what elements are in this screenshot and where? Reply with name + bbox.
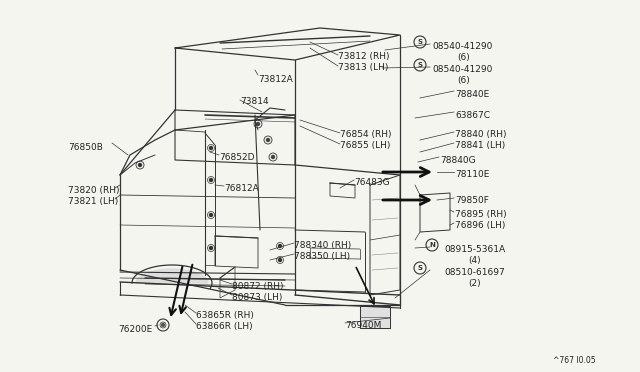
- Text: 788340 (RH): 788340 (RH): [294, 241, 351, 250]
- Text: 78840 (RH): 78840 (RH): [455, 130, 506, 139]
- Text: (2): (2): [468, 279, 481, 288]
- Text: 78110E: 78110E: [455, 170, 490, 179]
- Text: 76812A: 76812A: [224, 184, 259, 193]
- Text: 76483G: 76483G: [354, 178, 390, 187]
- Polygon shape: [136, 269, 208, 283]
- Text: 76940M: 76940M: [345, 321, 381, 330]
- Text: 73812A: 73812A: [258, 75, 292, 84]
- Text: 76895 (RH): 76895 (RH): [455, 210, 507, 219]
- Text: 76850B: 76850B: [68, 143, 103, 152]
- Text: 788350 (LH): 788350 (LH): [294, 252, 350, 261]
- Circle shape: [278, 259, 282, 262]
- Circle shape: [209, 179, 212, 182]
- Text: 76852D: 76852D: [219, 153, 255, 162]
- Text: 80872 (RH): 80872 (RH): [232, 282, 284, 291]
- Text: 76855 (LH): 76855 (LH): [340, 141, 390, 150]
- Text: 76200E: 76200E: [118, 325, 152, 334]
- Circle shape: [209, 214, 212, 217]
- Text: 78841 (LH): 78841 (LH): [455, 141, 505, 150]
- Circle shape: [278, 244, 282, 247]
- Text: (6): (6): [457, 53, 470, 62]
- Text: 63866R (LH): 63866R (LH): [196, 322, 253, 331]
- Text: 08540-41290: 08540-41290: [432, 42, 492, 51]
- Text: S: S: [417, 39, 422, 45]
- Text: 63865R (RH): 63865R (RH): [196, 311, 254, 320]
- Circle shape: [266, 138, 269, 141]
- Text: 73813 (LH): 73813 (LH): [338, 63, 388, 72]
- Text: ^767 I0.05: ^767 I0.05: [553, 356, 596, 365]
- Text: N: N: [429, 242, 435, 248]
- Circle shape: [161, 324, 164, 327]
- Text: 73814: 73814: [240, 97, 269, 106]
- Circle shape: [138, 164, 141, 167]
- Text: 76896 (LH): 76896 (LH): [455, 221, 506, 230]
- Text: 08540-41290: 08540-41290: [432, 65, 492, 74]
- Circle shape: [209, 147, 212, 150]
- Text: 80873 (LH): 80873 (LH): [232, 293, 282, 302]
- Text: 08915-5361A: 08915-5361A: [444, 245, 505, 254]
- Text: 73812 (RH): 73812 (RH): [338, 52, 390, 61]
- Text: 63867C: 63867C: [455, 111, 490, 120]
- Polygon shape: [360, 306, 390, 328]
- Circle shape: [257, 122, 259, 125]
- Text: S: S: [417, 62, 422, 68]
- Text: 76854 (RH): 76854 (RH): [340, 130, 392, 139]
- Text: S: S: [417, 265, 422, 271]
- Text: 78840E: 78840E: [455, 90, 489, 99]
- Text: 79850F: 79850F: [455, 196, 489, 205]
- Text: 73821 (LH): 73821 (LH): [68, 197, 118, 206]
- Text: (4): (4): [468, 256, 481, 265]
- Text: (6): (6): [457, 76, 470, 85]
- Text: 73820 (RH): 73820 (RH): [68, 186, 120, 195]
- Text: 08510-61697: 08510-61697: [444, 268, 505, 277]
- Text: 78840G: 78840G: [440, 156, 476, 165]
- Circle shape: [271, 155, 275, 158]
- Circle shape: [209, 247, 212, 250]
